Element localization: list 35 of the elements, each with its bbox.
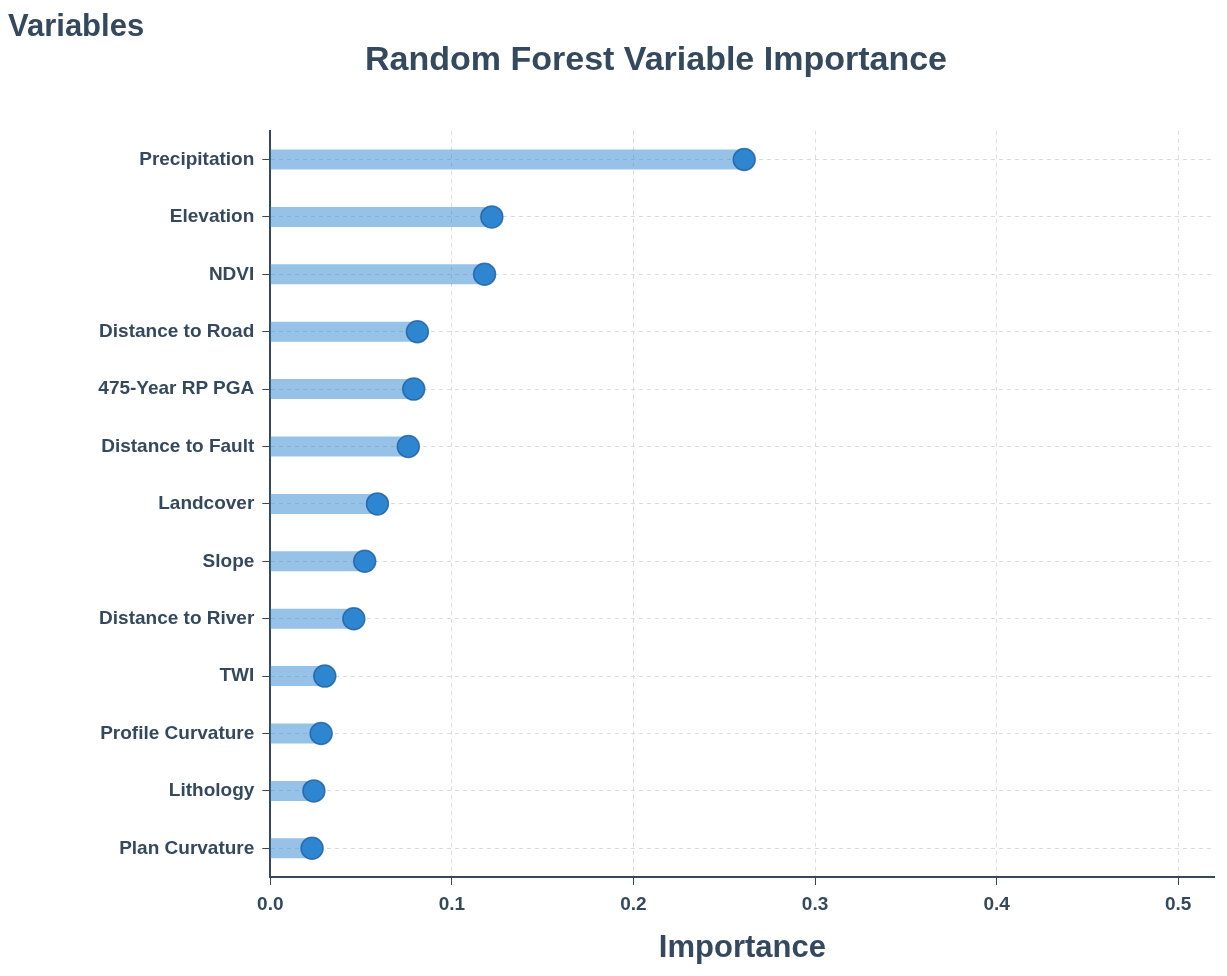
point <box>313 664 337 688</box>
x-tick-label: 0.1 <box>438 892 466 914</box>
y-tick-label: TWI <box>219 664 255 686</box>
point <box>732 147 756 172</box>
y-axis-title: Variables <box>8 8 145 44</box>
x-tick-label: 0.0 <box>257 892 284 914</box>
point <box>396 434 421 459</box>
point <box>300 836 324 861</box>
point <box>365 492 390 516</box>
y-tick-label: Slope <box>202 549 255 571</box>
x-axis-title: Importance <box>658 928 826 964</box>
y-tick-label: Distance to Road <box>99 319 255 341</box>
y-tick-label: Distance to River <box>99 606 255 628</box>
y-tick-label: Distance to Fault <box>101 434 255 456</box>
point <box>405 319 430 344</box>
x-tick-label: 0.3 <box>801 892 829 914</box>
y-tick-label: Profile Curvature <box>100 721 255 743</box>
y-tick-label: Landcover <box>158 492 255 514</box>
point <box>342 606 366 631</box>
y-tick-label: Elevation <box>169 205 255 227</box>
point <box>309 721 333 746</box>
x-tick-label: 0.5 <box>1164 892 1192 914</box>
y-tick-label: Precipitation <box>139 147 255 169</box>
x-tick-label: 0.2 <box>620 892 647 914</box>
y-tick-label: 475-Year RP PGA <box>98 377 255 399</box>
y-tick-label: NDVI <box>208 262 255 284</box>
y-tick-label: Lithology <box>168 779 255 801</box>
y-tick-label: Plan Curvature <box>119 836 255 858</box>
point <box>402 377 426 401</box>
point <box>302 779 326 803</box>
x-tick-label: 0.4 <box>983 892 1011 914</box>
point <box>480 205 504 229</box>
point <box>352 549 377 574</box>
chart-title: Random Forest Variable Importance <box>365 38 947 77</box>
point <box>472 262 497 287</box>
